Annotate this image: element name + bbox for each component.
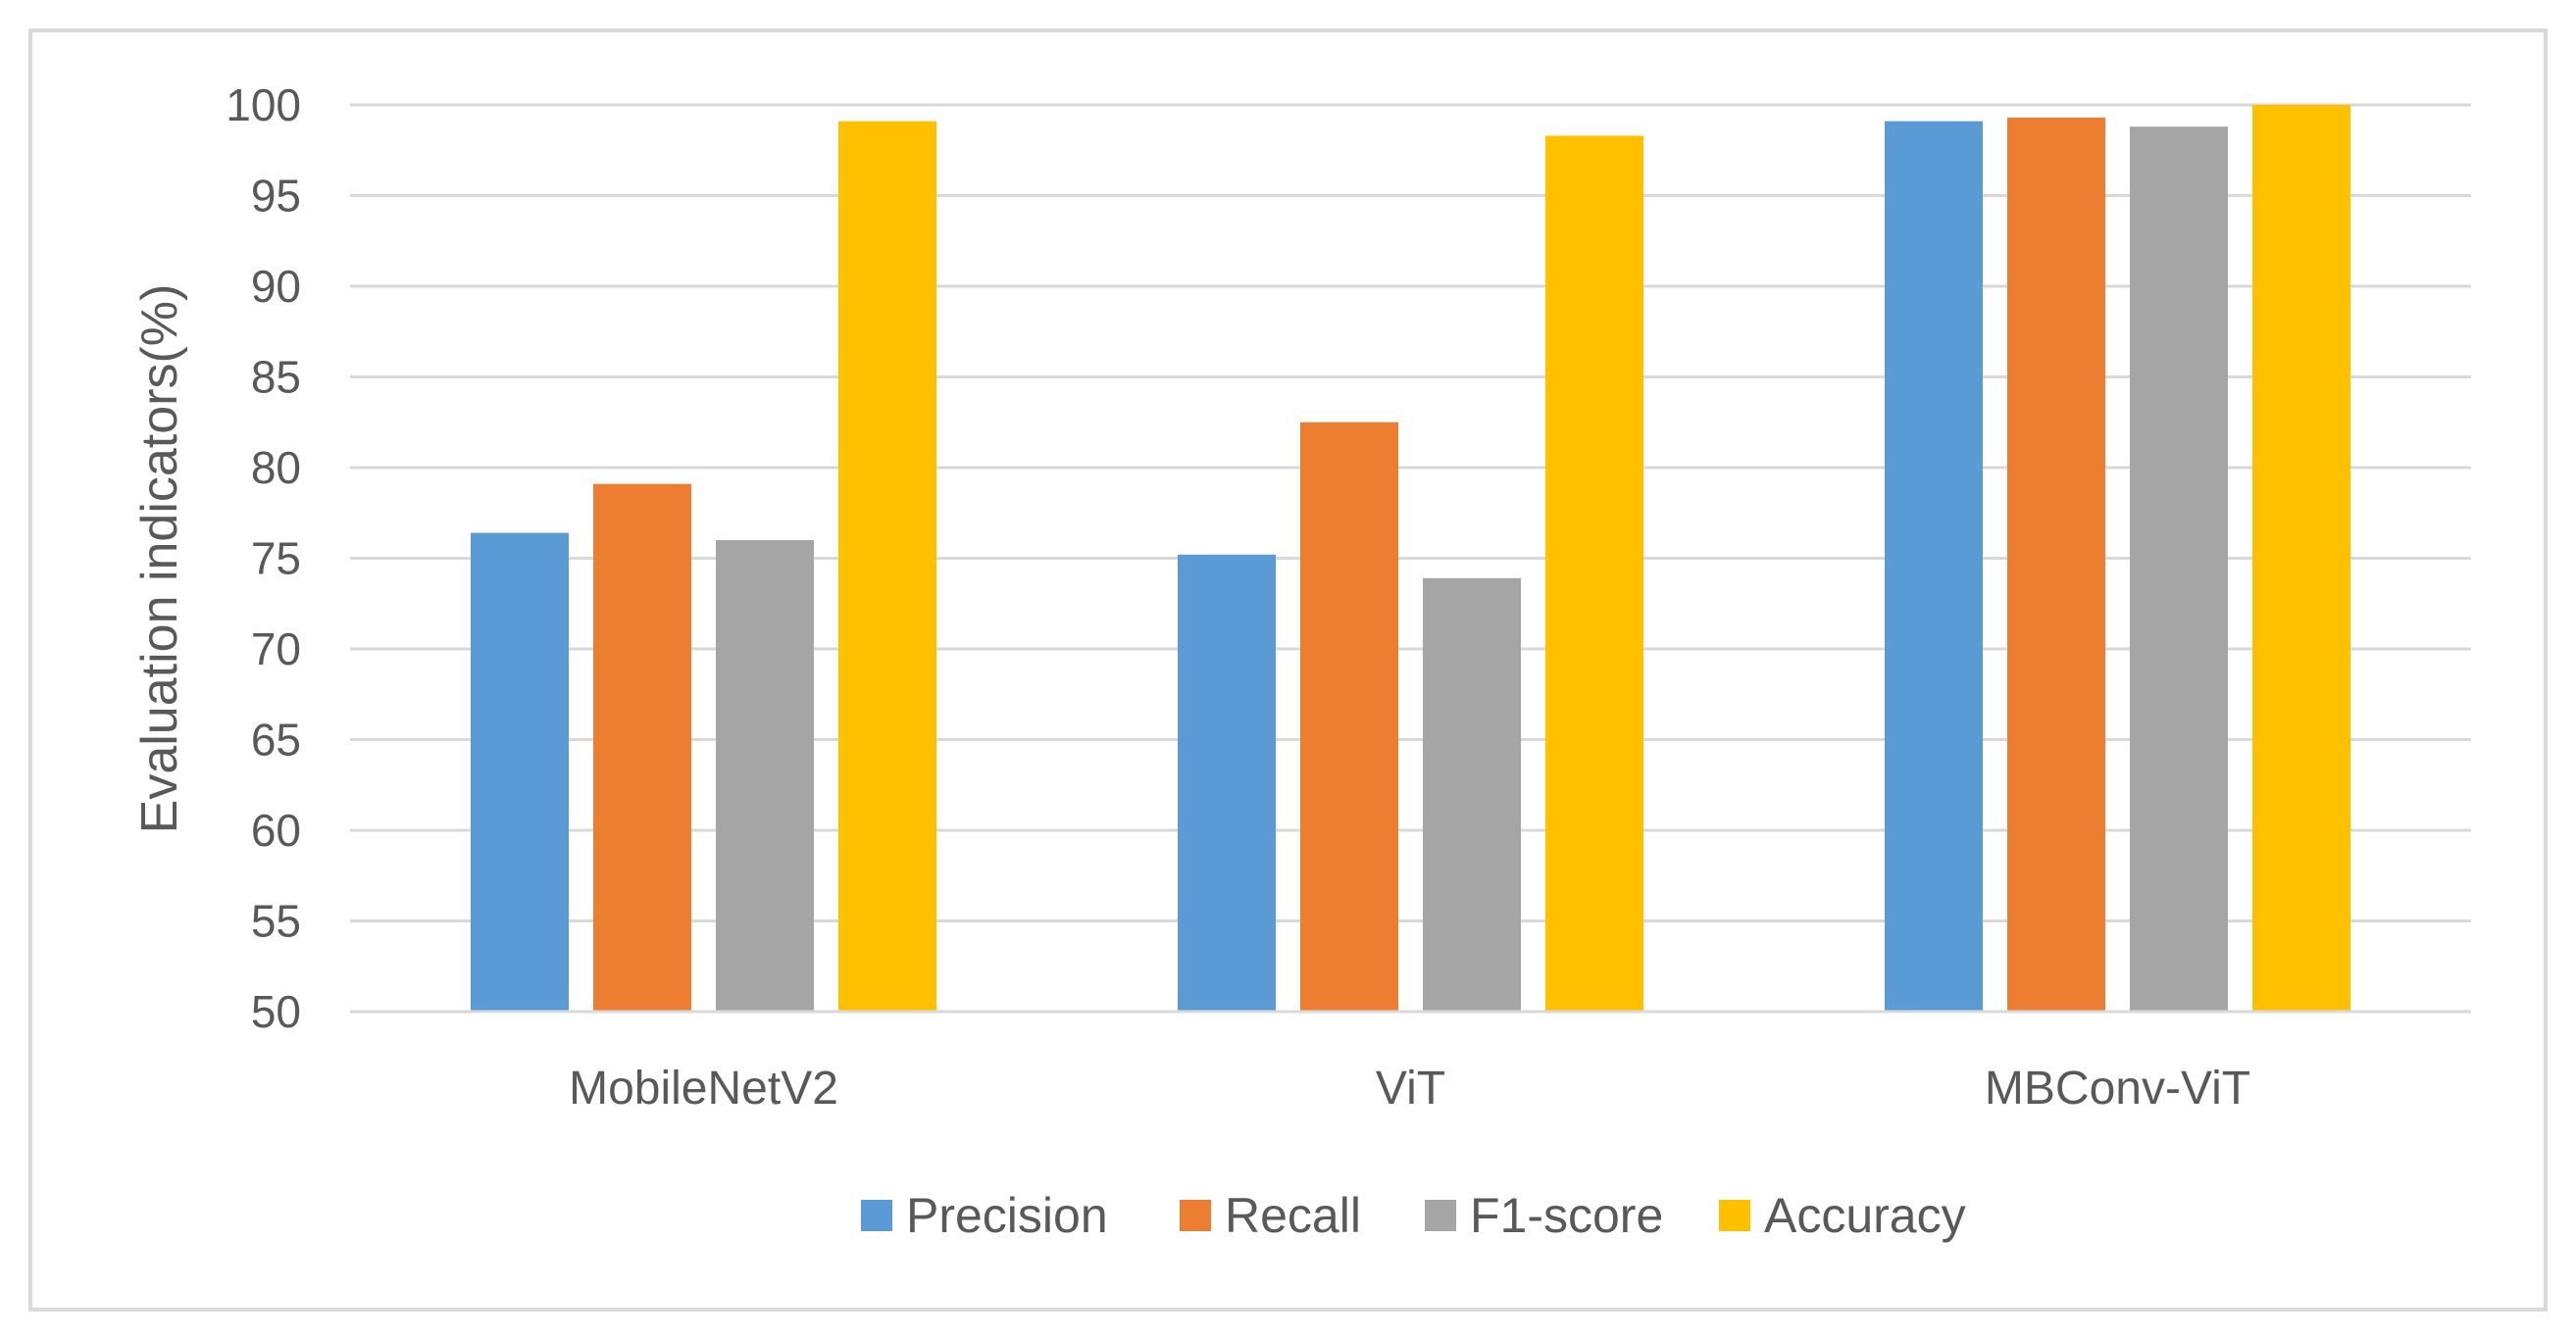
legend-swatch <box>1719 1200 1750 1231</box>
legend: Precision Recall F1-score Accuracy <box>861 1188 1966 1243</box>
legend-swatch <box>861 1200 892 1231</box>
legend-label: Recall <box>1225 1188 1361 1243</box>
y-tick-label: 70 <box>251 623 301 674</box>
legend-label: F1-score <box>1470 1188 1663 1243</box>
bars <box>350 105 2471 1014</box>
x-category-label: MobileNetV2 <box>569 1063 838 1115</box>
bar-recall-mbconv-vit <box>2007 117 2105 1012</box>
y-tick-label: 100 <box>226 79 301 130</box>
bar-precision-mobilenetv2 <box>471 532 569 1012</box>
bar-f1-score-vit <box>1423 577 1521 1012</box>
y-tick-label: 80 <box>251 442 301 493</box>
y-tick-label: 75 <box>251 533 301 584</box>
bar-accuracy-mbconv-vit <box>2252 105 2350 1012</box>
y-tick-label: 85 <box>251 352 301 403</box>
bar-accuracy-vit <box>1545 135 1643 1012</box>
legend-swatch <box>1425 1200 1456 1231</box>
y-tick-label: 50 <box>251 986 301 1037</box>
y-axis-ticks: 50 55 60 65 70 75 80 85 90 95 100 <box>226 79 301 1037</box>
bar-f1-score-mbconv-vit <box>2130 126 2228 1012</box>
legend-label: Precision <box>906 1188 1108 1243</box>
bar-recall-vit <box>1300 422 1398 1012</box>
bar-recall-mobilenetv2 <box>593 483 691 1012</box>
y-tick-label: 90 <box>251 261 301 312</box>
y-axis-title: Evaluation indicators(%) <box>131 284 188 834</box>
legend-label: Accuracy <box>1764 1188 1966 1243</box>
legend-swatch <box>1180 1200 1211 1231</box>
bar-f1-score-mobilenetv2 <box>716 540 814 1012</box>
y-tick-label: 95 <box>251 171 301 222</box>
y-tick-label: 60 <box>251 805 301 856</box>
bar-precision-vit <box>1178 554 1276 1012</box>
x-axis-labels: MobileNetV2 ViT MBConv-ViT <box>569 1063 2250 1115</box>
bar-precision-mbconv-vit <box>1885 121 1983 1012</box>
y-tick-label: 65 <box>251 715 301 766</box>
x-category-label: ViT <box>1376 1063 1445 1115</box>
y-tick-label: 55 <box>251 896 301 947</box>
bar-accuracy-mobilenetv2 <box>838 121 936 1012</box>
chart-frame <box>28 28 2548 1312</box>
x-category-label: MBConv-ViT <box>1985 1063 2250 1115</box>
